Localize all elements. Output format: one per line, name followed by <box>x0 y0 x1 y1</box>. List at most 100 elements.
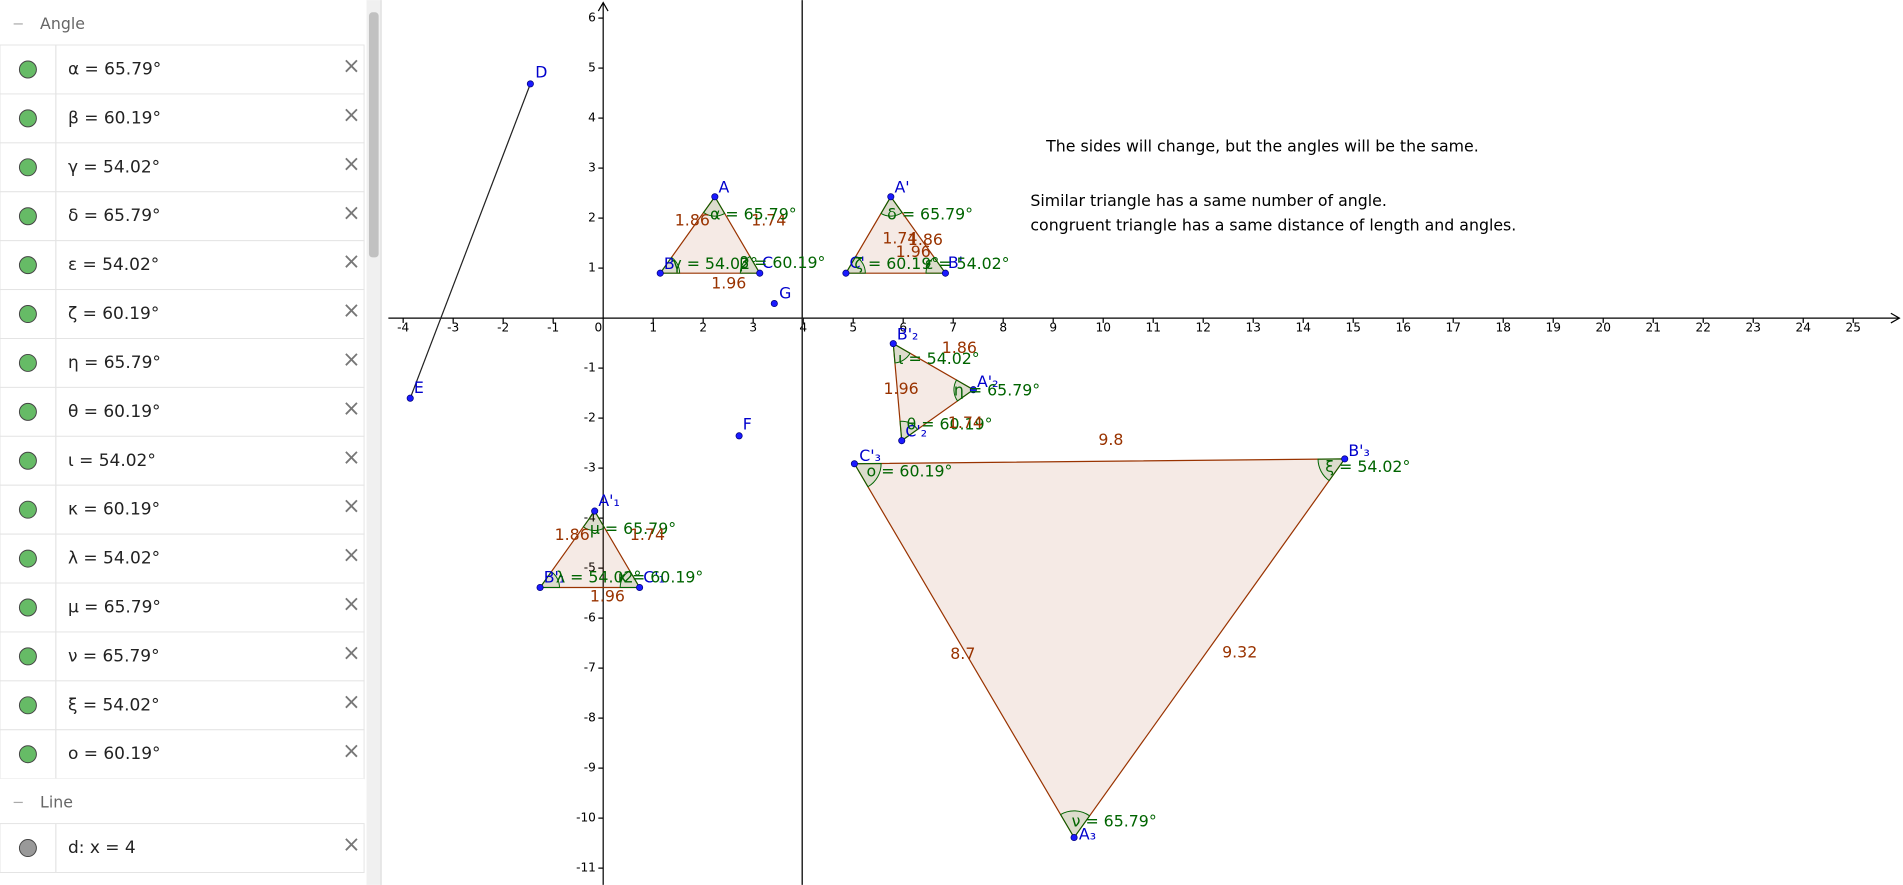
item-row[interactable] <box>0 484 365 535</box>
item-text[interactable]: κ = 60.19° <box>68 500 160 520</box>
delete-icon[interactable]: × <box>342 592 360 617</box>
item-text[interactable]: α = 65.79° <box>68 59 161 79</box>
y-tick-label: -2 <box>584 411 596 425</box>
item-text[interactable]: η = 65.79° <box>68 353 161 373</box>
delete-icon[interactable]: × <box>342 299 360 324</box>
point[interactable] <box>526 80 534 88</box>
delete-icon[interactable]: × <box>342 494 360 519</box>
x-tick-label: -1 <box>547 320 559 334</box>
item-text[interactable]: β = 60.19° <box>68 108 161 128</box>
item-row[interactable] <box>0 142 365 193</box>
item-row[interactable] <box>0 289 365 339</box>
point[interactable] <box>770 300 778 308</box>
item-text[interactable]: μ = 65.79° <box>68 597 161 617</box>
visibility-toggle[interactable] <box>18 451 37 470</box>
item-text[interactable]: θ = 60.19° <box>68 402 161 422</box>
item-text[interactable]: ζ = 60.19° <box>68 304 159 324</box>
visibility-toggle[interactable] <box>18 696 37 715</box>
visibility-toggle[interactable] <box>18 305 37 324</box>
item-row[interactable] <box>0 191 365 242</box>
item-row[interactable] <box>0 240 365 291</box>
x-tick-label: -4 <box>397 320 409 334</box>
point[interactable] <box>536 584 544 592</box>
item-text[interactable]: d: x = 4 <box>68 838 136 858</box>
visibility-toggle[interactable] <box>18 500 37 519</box>
point[interactable] <box>636 584 644 592</box>
point[interactable] <box>1070 834 1078 842</box>
item-text[interactable]: γ = 54.02° <box>68 157 160 177</box>
point[interactable] <box>1341 455 1349 463</box>
item-row[interactable] <box>0 435 365 486</box>
item-row[interactable] <box>0 533 365 584</box>
point[interactable] <box>591 507 599 515</box>
x-tick-label: 18 <box>1496 320 1511 334</box>
item-text[interactable]: ι = 54.02° <box>68 451 156 471</box>
point[interactable] <box>887 193 895 201</box>
x-tick-label: 21 <box>1646 320 1661 334</box>
angle-marker <box>892 342 911 364</box>
delete-icon[interactable]: × <box>342 54 360 79</box>
item-row[interactable] <box>0 680 365 731</box>
point[interactable] <box>850 460 858 468</box>
delete-icon[interactable]: × <box>342 396 360 421</box>
visibility-toggle[interactable] <box>18 647 37 666</box>
object-label: κ = 60.19° <box>618 567 704 586</box>
visibility-toggle[interactable] <box>18 353 37 372</box>
object-label: μ = 65.79° <box>590 519 676 538</box>
visibility-toggle[interactable] <box>18 839 37 858</box>
point[interactable] <box>735 432 743 440</box>
item-row[interactable] <box>0 631 365 682</box>
item-text[interactable]: ε = 54.02° <box>68 255 159 275</box>
delete-icon[interactable]: × <box>342 445 360 470</box>
delete-icon[interactable]: × <box>342 690 360 715</box>
visibility-toggle[interactable] <box>18 745 37 764</box>
visibility-toggle[interactable] <box>18 60 37 79</box>
item-row[interactable] <box>0 44 365 95</box>
delete-icon[interactable]: × <box>342 739 360 764</box>
item-row[interactable] <box>0 823 365 873</box>
point[interactable] <box>756 269 764 277</box>
point[interactable] <box>656 269 664 277</box>
item-text[interactable]: δ = 65.79° <box>68 206 161 226</box>
visibility-toggle[interactable] <box>18 402 37 421</box>
item-text[interactable]: ο = 60.19° <box>68 744 161 764</box>
item-row[interactable] <box>0 582 365 633</box>
point[interactable] <box>941 269 949 277</box>
point[interactable] <box>842 269 850 277</box>
visibility-toggle[interactable] <box>18 109 37 128</box>
item-text[interactable]: ξ = 54.02° <box>68 695 160 715</box>
item-row[interactable] <box>0 729 365 780</box>
point[interactable] <box>406 394 414 402</box>
visibility-toggle[interactable] <box>18 256 37 275</box>
item-row[interactable] <box>0 338 365 388</box>
delete-icon[interactable]: × <box>342 348 360 373</box>
item-text[interactable]: λ = 54.02° <box>68 549 160 569</box>
delete-icon[interactable]: × <box>342 103 360 128</box>
delete-icon[interactable]: × <box>342 833 360 858</box>
item-row[interactable] <box>0 93 365 144</box>
visibility-toggle[interactable] <box>18 549 37 568</box>
visibility-toggle[interactable] <box>18 207 37 226</box>
y-tick-label: 1 <box>588 261 596 275</box>
object-label: 1.96 <box>711 274 746 293</box>
collapse-icon: − <box>12 794 24 811</box>
object-label: F <box>743 414 752 433</box>
point[interactable] <box>711 193 719 201</box>
point[interactable] <box>889 340 897 348</box>
delete-icon[interactable]: × <box>342 250 360 275</box>
item-row[interactable] <box>0 386 365 437</box>
visibility-toggle[interactable] <box>18 158 37 177</box>
item-text[interactable]: ν = 65.79° <box>68 646 160 666</box>
scroll-thumb[interactable] <box>368 12 379 258</box>
visibility-toggle[interactable] <box>18 598 37 617</box>
delete-icon[interactable]: × <box>342 543 360 568</box>
delete-icon[interactable]: × <box>342 152 360 177</box>
point[interactable] <box>969 386 977 394</box>
x-tick-label: 25 <box>1846 320 1861 334</box>
point[interactable] <box>898 437 906 445</box>
delete-icon[interactable]: × <box>342 641 360 666</box>
object-label: B'₂ <box>897 325 918 344</box>
object-label: 1.86 <box>675 211 710 230</box>
delete-icon[interactable]: × <box>342 201 360 226</box>
